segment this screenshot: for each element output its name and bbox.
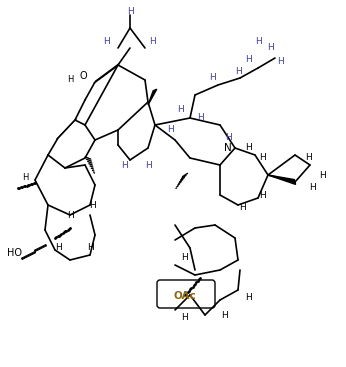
Text: H: H bbox=[245, 55, 252, 65]
FancyBboxPatch shape bbox=[157, 280, 215, 308]
Text: H: H bbox=[86, 243, 93, 252]
Polygon shape bbox=[268, 175, 295, 185]
Text: H: H bbox=[182, 254, 188, 262]
Text: H: H bbox=[149, 37, 156, 47]
Text: H: H bbox=[145, 160, 152, 170]
Text: H: H bbox=[182, 313, 188, 323]
Text: H: H bbox=[222, 310, 228, 320]
Text: N: N bbox=[224, 143, 232, 153]
Text: H: H bbox=[22, 174, 28, 182]
Text: H: H bbox=[127, 7, 133, 17]
Text: H: H bbox=[267, 44, 273, 52]
Text: H: H bbox=[258, 190, 265, 200]
Text: HO: HO bbox=[8, 248, 22, 258]
Text: H: H bbox=[197, 113, 203, 123]
Text: H: H bbox=[245, 294, 252, 302]
Text: H: H bbox=[304, 153, 311, 163]
Text: H: H bbox=[225, 134, 231, 142]
Text: H: H bbox=[255, 37, 261, 47]
Text: H: H bbox=[245, 143, 252, 153]
Text: H: H bbox=[276, 58, 283, 66]
Text: H: H bbox=[258, 153, 265, 163]
Text: H: H bbox=[122, 160, 128, 170]
Text: H: H bbox=[176, 105, 183, 115]
Text: H: H bbox=[235, 68, 242, 76]
Text: H: H bbox=[67, 76, 73, 84]
Text: O: O bbox=[79, 71, 87, 81]
Text: H: H bbox=[309, 184, 315, 193]
Text: H: H bbox=[167, 126, 173, 134]
Text: H: H bbox=[319, 171, 325, 179]
Text: H: H bbox=[209, 73, 215, 83]
Text: H: H bbox=[103, 37, 110, 47]
Text: OAc: OAc bbox=[174, 291, 197, 301]
Text: H: H bbox=[89, 200, 95, 210]
Text: H: H bbox=[55, 243, 61, 252]
Polygon shape bbox=[148, 89, 157, 105]
Text: H: H bbox=[67, 211, 73, 219]
Text: H: H bbox=[239, 203, 245, 212]
